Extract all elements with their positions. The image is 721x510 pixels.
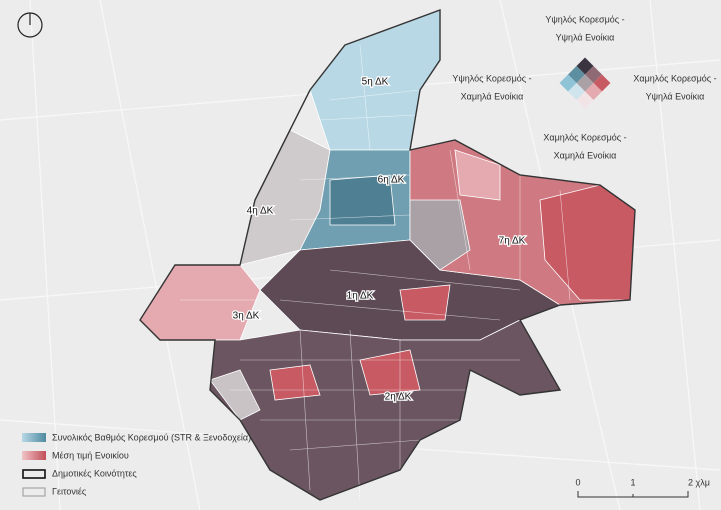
legend-label: Υψηλά Ενοίκια bbox=[556, 32, 615, 42]
district-label: 2η ΔΚ bbox=[385, 392, 412, 403]
legend: Συνολικός Βαθμός Κορεσμού (STR & Ξενοδοχ… bbox=[22, 432, 251, 497]
patch bbox=[454, 149, 501, 201]
legend-label: Χαμηλά Ενοίκια bbox=[461, 91, 524, 101]
scale-label: 2 χλμ bbox=[688, 477, 710, 487]
district-label: 1η ΔΚ bbox=[347, 291, 374, 302]
legend-label: Δημοτικές Κοινότητες bbox=[52, 468, 137, 478]
municipality-outline bbox=[139, 8, 636, 501]
district-label: 6η ΔΚ bbox=[378, 175, 405, 186]
bivariate-legend bbox=[559, 57, 611, 109]
scale-label: 0 bbox=[575, 477, 580, 487]
district-label: 5η ΔΚ bbox=[362, 77, 389, 88]
legend-label: Γειτονιές bbox=[52, 486, 87, 496]
scale-bar: 0 1 2 χλμ bbox=[575, 477, 710, 498]
patch bbox=[399, 284, 451, 321]
bivariate-labels: Υψηλός Κορεσμός - Υψηλά Ενοίκια Υψηλός Κ… bbox=[452, 14, 716, 160]
district-label: 7η ΔΚ bbox=[499, 236, 526, 247]
legend-label: Υψηλός Κορεσμός - bbox=[452, 73, 531, 83]
legend-swatch bbox=[22, 433, 46, 442]
legend-swatch bbox=[22, 451, 46, 460]
neighbourhood-lines bbox=[180, 44, 571, 501]
communities bbox=[139, 9, 636, 501]
legend-label: Υψηλά Ενοίκια bbox=[646, 91, 705, 101]
legend-swatch bbox=[22, 487, 46, 497]
legend-swatch bbox=[22, 469, 46, 479]
legend-label: Χαμηλά Ενοίκια bbox=[554, 150, 617, 160]
legend-label: Χαμηλός Κορεσμός - bbox=[633, 73, 716, 83]
legend-label: Μέση τιμή Ενοικίου bbox=[52, 450, 129, 460]
legend-label: Συνολικός Βαθμός Κορεσμού (STR & Ξενοδοχ… bbox=[52, 432, 251, 442]
legend-label: Χαμηλός Κορεσμός - bbox=[543, 132, 626, 142]
district-label: 3η ΔΚ bbox=[233, 311, 260, 322]
patch bbox=[409, 199, 471, 271]
patch bbox=[209, 369, 261, 421]
north-arrow bbox=[17, 12, 43, 38]
legend-label: Υψηλός Κορεσμός - bbox=[545, 14, 624, 24]
scale-label: 1 bbox=[630, 477, 635, 487]
district-label: 4η ΔΚ bbox=[247, 206, 274, 217]
